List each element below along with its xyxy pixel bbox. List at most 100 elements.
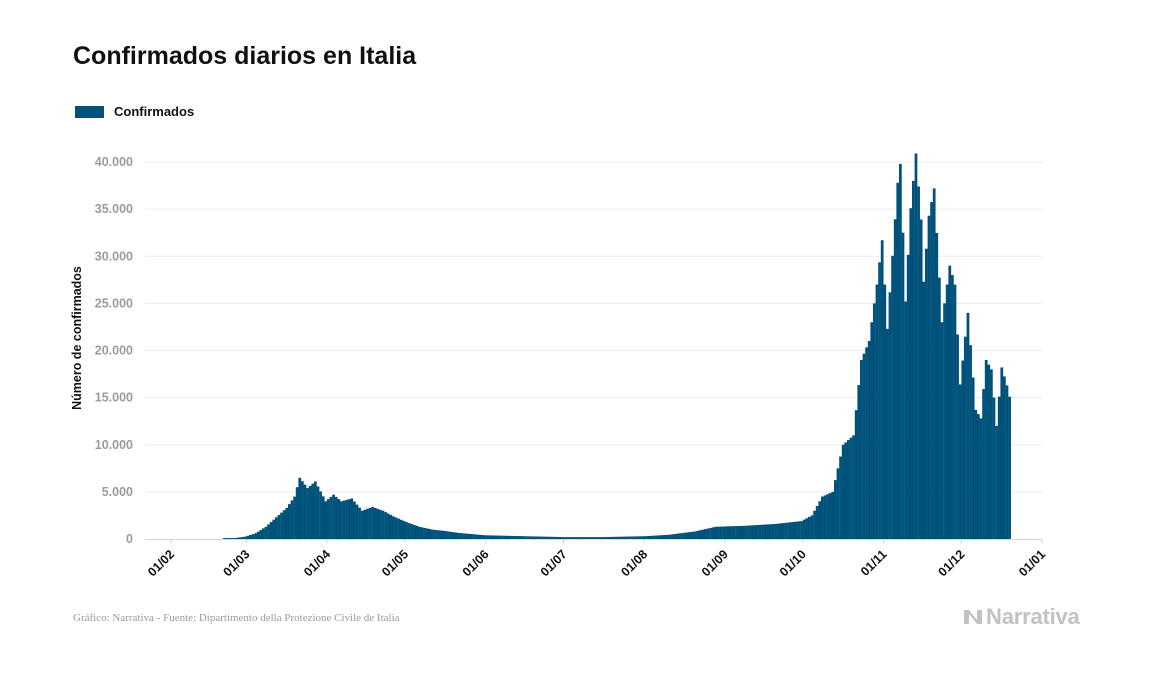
bar bbox=[592, 537, 595, 539]
brand-name: Narrativa bbox=[986, 604, 1080, 630]
bar bbox=[904, 301, 907, 539]
bar bbox=[244, 537, 247, 539]
bar bbox=[670, 534, 673, 539]
bar bbox=[855, 410, 858, 539]
bar bbox=[551, 537, 554, 539]
bar bbox=[860, 360, 863, 539]
bar bbox=[873, 303, 876, 539]
bar bbox=[987, 365, 990, 539]
bar bbox=[434, 530, 437, 539]
bar bbox=[941, 322, 944, 539]
bar bbox=[431, 530, 434, 539]
bar bbox=[712, 527, 715, 539]
bar bbox=[600, 537, 603, 539]
bar bbox=[824, 495, 827, 539]
bar bbox=[709, 528, 712, 539]
bar bbox=[985, 360, 988, 539]
bar bbox=[834, 480, 837, 539]
bar bbox=[595, 537, 598, 539]
bar bbox=[475, 535, 478, 539]
bar bbox=[990, 369, 993, 539]
bar bbox=[304, 485, 307, 539]
bar bbox=[969, 345, 972, 539]
bar bbox=[920, 219, 923, 539]
bar bbox=[785, 523, 788, 539]
bar bbox=[769, 524, 772, 539]
bar bbox=[634, 536, 637, 539]
bar bbox=[488, 535, 491, 539]
bar bbox=[384, 512, 387, 539]
bar bbox=[977, 414, 980, 539]
bar bbox=[252, 534, 255, 539]
bar bbox=[265, 527, 268, 539]
bar bbox=[675, 534, 678, 539]
bar bbox=[642, 536, 645, 539]
bar bbox=[753, 525, 756, 539]
bar bbox=[883, 285, 886, 539]
bar bbox=[553, 537, 556, 539]
y-tick-label: 15.000 bbox=[95, 391, 133, 405]
bar bbox=[678, 533, 681, 539]
bar bbox=[665, 535, 668, 539]
bar bbox=[790, 522, 793, 539]
bar bbox=[447, 531, 450, 539]
bar bbox=[366, 509, 369, 539]
bar bbox=[257, 532, 260, 539]
bar bbox=[241, 537, 244, 539]
bar bbox=[402, 521, 405, 539]
bar bbox=[798, 521, 801, 539]
bar bbox=[262, 528, 265, 539]
bar bbox=[332, 495, 335, 539]
bar bbox=[337, 499, 340, 539]
bar bbox=[558, 537, 561, 539]
bar bbox=[660, 535, 663, 539]
bar bbox=[805, 518, 808, 539]
bar bbox=[236, 538, 239, 539]
bar bbox=[272, 520, 275, 539]
y-tick-label: 0 bbox=[126, 532, 133, 546]
bar bbox=[842, 445, 845, 539]
bar bbox=[673, 534, 676, 539]
bar bbox=[735, 526, 738, 539]
bar bbox=[361, 511, 364, 539]
bar bbox=[584, 537, 587, 539]
bar bbox=[930, 202, 933, 539]
bar bbox=[486, 535, 489, 539]
bar bbox=[499, 536, 502, 539]
bar bbox=[727, 526, 730, 539]
bar bbox=[631, 536, 634, 539]
bar bbox=[839, 457, 842, 539]
bar bbox=[701, 530, 704, 539]
bar bbox=[298, 478, 301, 539]
bar bbox=[647, 536, 650, 539]
bar bbox=[267, 524, 270, 539]
bar bbox=[1006, 385, 1009, 539]
bar bbox=[504, 536, 507, 539]
bar bbox=[652, 536, 655, 539]
bar bbox=[311, 484, 314, 539]
bar bbox=[662, 535, 665, 539]
bar bbox=[223, 538, 226, 539]
bar bbox=[954, 285, 957, 539]
bar bbox=[322, 496, 325, 539]
bar bbox=[319, 491, 322, 539]
x-tick-label: 01/12 bbox=[936, 547, 968, 579]
bar bbox=[579, 537, 582, 539]
bar bbox=[813, 511, 816, 539]
bar bbox=[1008, 397, 1011, 539]
bar bbox=[278, 515, 281, 539]
bar bbox=[545, 537, 548, 539]
bar bbox=[761, 525, 764, 539]
bar bbox=[688, 532, 691, 539]
bar bbox=[948, 266, 951, 539]
bar bbox=[808, 517, 811, 539]
bar bbox=[387, 514, 390, 539]
bar bbox=[296, 487, 299, 539]
bar bbox=[826, 494, 829, 539]
bar bbox=[644, 536, 647, 539]
bar bbox=[616, 537, 619, 539]
bar bbox=[371, 507, 374, 539]
bar bbox=[436, 530, 439, 539]
bar bbox=[899, 164, 902, 539]
